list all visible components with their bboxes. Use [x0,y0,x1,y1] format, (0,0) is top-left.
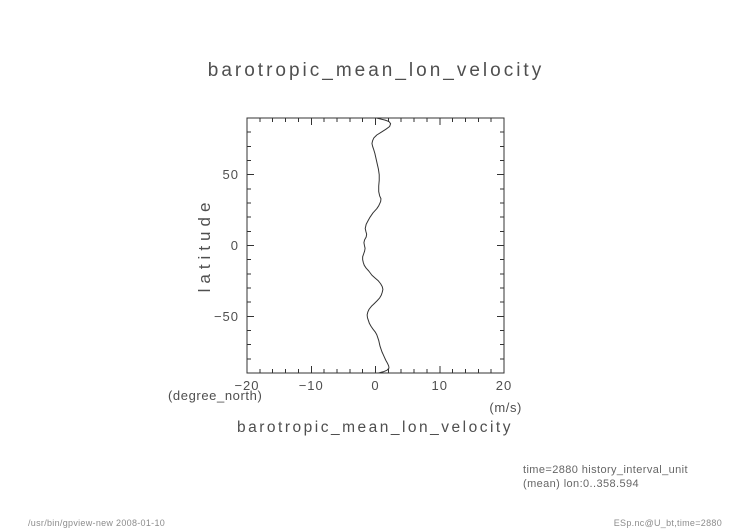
footer-source-info: ESp.nc@U_bt,time=2880 [613,518,722,528]
y-axis-unit-label: (degree_north) [168,388,263,403]
x-tick-label: 0 [371,378,380,393]
y-tick-label: 0 [230,238,239,253]
x-axis-unit-label: (m/s) [489,400,522,415]
x-tick-label: −20 [234,378,260,393]
x-tick-label: 10 [431,378,448,393]
y-tick-label: 50 [222,167,239,183]
plot-title: barotropic_mean_lon_velocity [207,60,545,81]
velocity-curve [362,117,392,374]
bottom-axis-title: barotropic_mean_lon_velocity [237,419,513,436]
annotation-mean-lon: (mean) lon:0..358.594 [523,478,640,490]
annotation-time: time=2880 history_interval_unit [523,464,688,476]
footer-command-date: /usr/bin/gpview-new 2008-01-10 [28,518,166,528]
y-tick-label: −50 [213,308,239,324]
x-tick-label: −10 [298,378,324,393]
x-tick-label: 20 [495,378,513,393]
